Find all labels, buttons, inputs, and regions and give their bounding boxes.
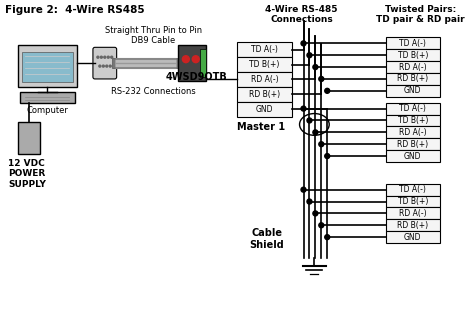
Bar [385,231,440,243]
Text: GND: GND [404,233,421,242]
Circle shape [301,106,306,111]
Text: RD A(-): RD A(-) [251,75,278,84]
Text: GND: GND [404,86,421,95]
Bar [178,45,206,81]
Circle shape [104,56,106,58]
Circle shape [319,76,324,81]
Text: RD B(+): RD B(+) [397,75,428,84]
Circle shape [301,41,306,46]
Text: RD A(-): RD A(-) [399,128,427,137]
Circle shape [319,223,324,228]
Bar [237,72,292,87]
Circle shape [307,53,312,58]
Text: 4-Wire RS-485
Connections: 4-Wire RS-485 Connections [265,5,338,24]
Bar [385,85,440,97]
Bar [18,122,39,154]
Text: Computer: Computer [27,106,68,115]
Bar [20,92,75,103]
Bar [385,49,440,61]
Bar [22,52,73,82]
Text: TD B(+): TD B(+) [398,51,428,60]
Circle shape [106,65,108,67]
Text: RD A(-): RD A(-) [399,63,427,72]
Text: TD A(-): TD A(-) [399,104,426,113]
Circle shape [313,130,318,135]
Circle shape [319,142,324,147]
Bar [237,87,292,102]
Bar [200,49,206,77]
FancyBboxPatch shape [93,47,117,79]
Circle shape [325,154,330,158]
Text: TD A(-): TD A(-) [399,185,426,194]
Bar [18,45,77,87]
Text: RD B(+): RD B(+) [397,221,428,230]
Bar [237,102,292,117]
Bar [385,61,440,73]
Circle shape [301,187,306,192]
Text: GND: GND [255,105,273,114]
Circle shape [99,65,101,67]
Circle shape [307,199,312,204]
Bar [385,126,440,138]
Text: RD B(+): RD B(+) [249,90,280,99]
Text: RD B(+): RD B(+) [397,140,428,149]
Circle shape [313,64,318,70]
Text: TD B(+): TD B(+) [398,197,428,206]
Text: TD B(+): TD B(+) [249,60,280,69]
Circle shape [111,56,113,58]
Bar [385,38,440,49]
Circle shape [107,56,109,58]
Text: 4WSD9OTB: 4WSD9OTB [166,72,228,82]
Circle shape [307,118,312,123]
Text: Twisted Pairs:
TD pair & RD pair: Twisted Pairs: TD pair & RD pair [376,5,465,24]
Circle shape [100,56,102,58]
Bar [385,184,440,196]
Circle shape [109,65,111,67]
Bar [385,219,440,231]
Bar [385,196,440,207]
Circle shape [313,211,318,216]
Circle shape [97,56,99,58]
Text: RS-232 Connections: RS-232 Connections [111,87,196,96]
Circle shape [102,65,104,67]
Bar [237,57,292,72]
Circle shape [325,235,330,240]
Circle shape [182,56,189,63]
Text: 12 VDC
POWER
SUPPLY: 12 VDC POWER SUPPLY [8,159,46,189]
Text: GND: GND [404,152,421,161]
Circle shape [325,88,330,93]
Bar [385,115,440,126]
Bar [385,73,440,85]
Text: RD A(-): RD A(-) [399,209,427,218]
Bar [237,42,292,57]
Text: Straight Thru Pin to Pin
DB9 Cable: Straight Thru Pin to Pin DB9 Cable [105,26,202,45]
Circle shape [192,56,199,63]
Bar [385,150,440,162]
Text: Figure 2:  4-Wire RS485: Figure 2: 4-Wire RS485 [5,5,145,15]
Bar [168,58,178,68]
Bar [385,207,440,219]
Text: TD A(-): TD A(-) [251,45,278,54]
Bar [385,138,440,150]
Bar [112,58,122,68]
Bar [385,103,440,115]
Text: TD A(-): TD A(-) [399,39,426,48]
Text: Cable
Shield: Cable Shield [249,228,284,250]
Text: TD B(+): TD B(+) [398,116,428,125]
Text: Master 1: Master 1 [237,122,285,133]
